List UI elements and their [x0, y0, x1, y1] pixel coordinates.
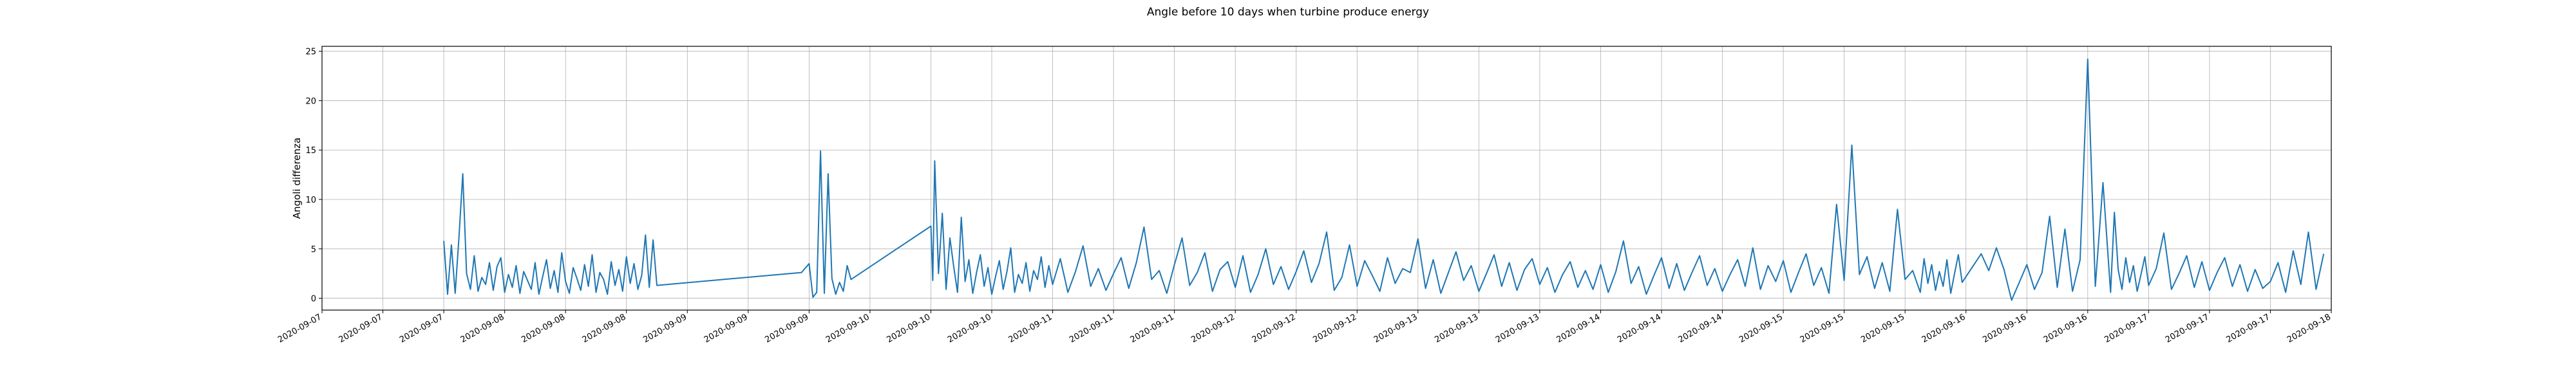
series-group: [443, 59, 2325, 301]
y-tick-label: 15: [305, 146, 316, 156]
x-tick-label: 2020-09-08: [581, 312, 628, 345]
x-tick-label: 2020-09-07: [337, 312, 384, 345]
x-tick-label: 2020-09-09: [763, 312, 810, 345]
x-tick-label: 2020-09-15: [1738, 312, 1785, 345]
x-tick-label: 2020-09-13: [1433, 312, 1480, 345]
y-tick-label: 20: [305, 96, 316, 106]
x-tick-label: 2020-09-15: [1859, 312, 1906, 345]
x-tick-label: 2020-09-10: [946, 312, 993, 345]
x-tick-label: 2020-09-08: [459, 312, 506, 345]
x-tick-label: 2020-09-09: [703, 312, 750, 345]
grid-lines: [321, 46, 2332, 310]
x-tick-label: 2020-09-11: [1068, 312, 1115, 345]
x-tick-label: 2020-09-10: [824, 312, 871, 345]
x-tick-label: 2020-09-09: [641, 312, 688, 345]
y-tick-label: 10: [305, 196, 316, 205]
x-tick-label: 2020-09-08: [520, 312, 567, 345]
x-tick-label: 2020-09-07: [276, 312, 323, 345]
x-tick-label: 2020-09-14: [1616, 312, 1663, 345]
x-tick-label: 2020-09-13: [1494, 312, 1541, 345]
chart-title: Angle before 10 days when turbine produc…: [1147, 6, 1429, 19]
y-axis-label: Angoli differenza: [291, 138, 303, 219]
x-tick-label: 2020-09-12: [1189, 312, 1236, 345]
x-tick-label: 2020-09-11: [1129, 312, 1176, 345]
x-tick-label: 2020-09-17: [2164, 312, 2211, 345]
x-tick-label: 2020-09-14: [1555, 312, 1602, 345]
x-tick-label: 2020-09-18: [2286, 312, 2333, 345]
series-line: [443, 59, 2325, 301]
x-tick-label: 2020-09-12: [1251, 312, 1298, 345]
x-tick-label: 2020-09-12: [1311, 312, 1358, 345]
x-tick-label: 2020-09-17: [2225, 312, 2272, 345]
x-tick-label: 2020-09-07: [398, 312, 445, 345]
x-tick-label: 2020-09-11: [1007, 312, 1054, 345]
x-tick-label: 2020-09-16: [1920, 312, 1967, 345]
x-tick-label: 2020-09-16: [2042, 312, 2089, 345]
x-tick-label: 2020-09-13: [1372, 312, 1419, 345]
y-tick-label: 5: [311, 245, 316, 255]
y-tick-label: 25: [305, 48, 316, 57]
x-tick-label: 2020-09-14: [1677, 312, 1724, 345]
x-tick-label: 2020-09-17: [2103, 312, 2150, 345]
x-tick-label: 2020-09-16: [1981, 312, 2028, 345]
x-tick-label: 2020-09-10: [886, 312, 933, 345]
y-tick-label: 0: [311, 295, 316, 304]
x-tick-label: 2020-09-15: [1799, 312, 1846, 345]
y-axis: 0 5 10 15 20 25: [305, 48, 322, 304]
plot-frame: [321, 46, 2332, 311]
x-axis: 2020-09-07 2020-09-07 2020-09-07 2020-09-08…: [276, 310, 2333, 345]
